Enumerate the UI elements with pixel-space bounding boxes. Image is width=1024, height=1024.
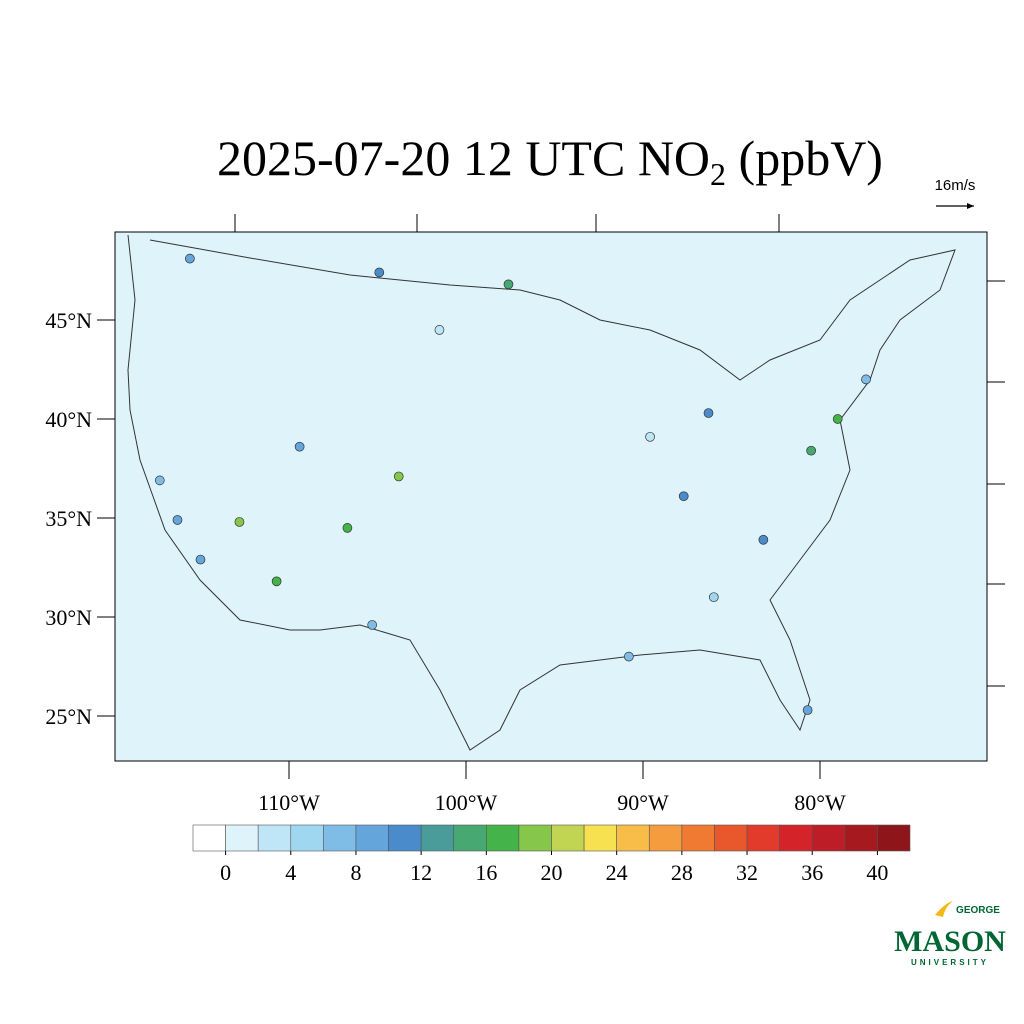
logo: GEORGE MASON UNIVERSITY: [894, 901, 1006, 967]
station: [861, 374, 871, 385]
colorbar-box: [355, 824, 389, 852]
colorbar-label: 28: [671, 860, 693, 885]
colorbar-box: [844, 824, 878, 852]
colorbar-box: [290, 824, 324, 852]
logo-name: MASON: [894, 925, 1006, 958]
map-area: [114, 231, 988, 762]
logo-top: GEORGE: [956, 905, 1000, 916]
title: 2025-07-20 12 UTC NO2 (ppbV): [217, 130, 883, 192]
station: [645, 431, 655, 442]
lon-label: 90°W: [617, 790, 669, 815]
us-outline: [127, 234, 956, 751]
station: [185, 253, 195, 264]
lat-label: 30°N: [45, 605, 92, 630]
colorbar-box: [583, 824, 617, 852]
station: [678, 491, 689, 502]
colorbar-label: 0: [220, 860, 231, 885]
station: [708, 592, 719, 603]
colorbar-box: [714, 824, 748, 852]
colorbar-box: [257, 824, 292, 852]
lat-label: 35°N: [45, 506, 92, 531]
lon-label: 100°W: [435, 790, 498, 815]
reference-vector-label: 16m/s: [935, 177, 976, 194]
station: [367, 620, 378, 630]
station: [434, 325, 445, 335]
station: [802, 705, 813, 715]
colorbar-label: 40: [866, 860, 888, 885]
station: [342, 523, 353, 533]
map-layers: 45°N 40°N 35°N 30°N 25°N 110°W 100°W 90°W 80°W 0 4…: [45, 253, 911, 885]
colorbar-label: 8: [350, 860, 361, 885]
colorbar-label: 36: [801, 860, 823, 885]
station: [806, 445, 817, 456]
station: [503, 279, 514, 290]
frame-ticks: [234, 214, 1005, 687]
colorbar-box: [779, 824, 813, 852]
station: [195, 554, 206, 565]
colorbar-label: 24: [606, 860, 628, 885]
colorbar-box: [225, 824, 259, 852]
colorbar-box: [323, 824, 357, 852]
colorbar-box: [388, 824, 422, 852]
colorbar-box: [648, 824, 683, 852]
reference-arrow: [936, 203, 974, 209]
station: [374, 267, 385, 278]
colorbar-box: [453, 824, 487, 852]
colorbar-label: 32: [736, 860, 758, 885]
logo-bottom: UNIVERSITY: [911, 958, 989, 967]
colorbar-label: 16: [475, 860, 497, 885]
station: [234, 517, 245, 527]
station: [393, 471, 404, 482]
colorbar-box: [811, 824, 846, 852]
lat-label: 25°N: [45, 704, 92, 729]
lat-label: 45°N: [45, 308, 92, 333]
station: [172, 515, 183, 525]
station: [623, 651, 634, 662]
station: [832, 414, 843, 424]
station: [294, 441, 305, 452]
lat-label: 40°N: [45, 407, 92, 432]
colorbar-label: 20: [541, 860, 563, 885]
colorbar-box: [616, 824, 650, 852]
station: [758, 534, 769, 545]
lon-label: 110°W: [258, 790, 320, 815]
colorbar-box: [681, 824, 715, 852]
colorbar-box: [518, 824, 552, 852]
colorbar-box: [877, 824, 911, 852]
colorbar-box: [192, 824, 226, 852]
station: [703, 408, 714, 418]
colorbar-box: [420, 824, 455, 852]
colorbar-box: [486, 824, 520, 852]
colorbar-label: 12: [410, 860, 432, 885]
colorbar-box: [746, 824, 780, 852]
lon-label: 80°W: [794, 790, 846, 815]
station: [271, 576, 282, 587]
colorbar-label: 4: [285, 860, 296, 885]
station: [154, 475, 165, 486]
colorbar-box: [551, 824, 585, 852]
